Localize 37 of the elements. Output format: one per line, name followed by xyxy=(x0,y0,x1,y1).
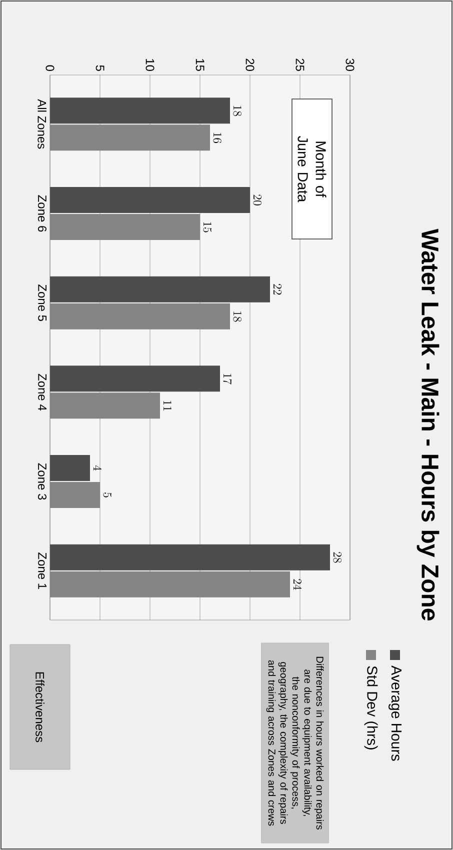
data-label: 28 xyxy=(333,552,342,563)
legend-label: Average Hours xyxy=(388,666,402,761)
bar xyxy=(50,544,330,570)
text: Water Leak - Main - Hours by Zone xyxy=(416,228,440,620)
data-label: 11 xyxy=(164,400,172,411)
annotation: Month of June Data xyxy=(298,136,326,202)
data-label: 15 xyxy=(203,222,212,232)
y-tick-label: All Zones xyxy=(38,99,46,149)
y-tick-label: Zone 3 xyxy=(38,463,46,500)
text: Effectiveness xyxy=(36,672,44,742)
text: Differences in hours worked on repairs are due to equipment availability, the nonconformity of process, geography, the complexity of repairs and training across Zones and crews xyxy=(266,656,324,830)
x-tick-label: 20 xyxy=(246,58,254,72)
bar xyxy=(50,98,230,124)
data-label: 17 xyxy=(223,374,232,384)
x-tick-label: 15 xyxy=(196,59,204,71)
data-label: 18 xyxy=(233,312,242,322)
y-tick-label: Zone 6 xyxy=(38,195,46,232)
x-tick-label: 25 xyxy=(296,58,304,71)
bar xyxy=(50,455,90,482)
data-label: 4 xyxy=(94,465,102,471)
bar xyxy=(50,366,220,392)
x-tick-label: 10 xyxy=(146,59,154,72)
x-tick-label: 5 xyxy=(96,65,104,71)
data-label: 22 xyxy=(274,284,282,295)
legend-label: Std Dev (hrs) xyxy=(364,666,378,750)
data-label: 24 xyxy=(294,579,302,590)
bar xyxy=(50,276,270,302)
y-tick-label: Zone 4 xyxy=(38,374,46,410)
y-tick-label: Zone 1 xyxy=(38,552,46,589)
bar xyxy=(50,186,250,213)
data-label: 20 xyxy=(253,194,262,206)
data-label: 16 xyxy=(213,132,222,144)
y-tick-label: Zone 5 xyxy=(38,284,46,321)
data-label: 5 xyxy=(103,492,112,498)
x-tick-label: 0 xyxy=(46,65,54,72)
x-tick-label: 30 xyxy=(346,58,354,72)
data-label: 18 xyxy=(233,106,242,116)
